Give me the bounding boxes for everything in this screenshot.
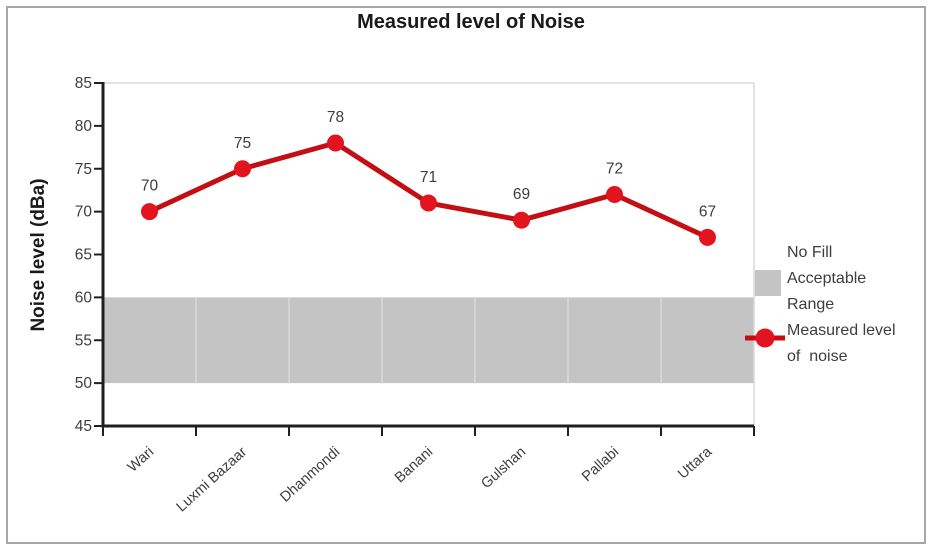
data-point-label: 78 <box>327 109 344 126</box>
data-point-label: 70 <box>141 178 159 195</box>
chart-title: Measured level of Noise <box>357 11 585 33</box>
x-category-label: Luxmi Bazaar <box>174 444 251 515</box>
data-point-label: 67 <box>699 203 716 220</box>
acceptable-range-band <box>103 297 754 384</box>
data-point-marker <box>513 211 530 229</box>
data-point-label: 69 <box>513 186 530 203</box>
data-point-label: 75 <box>234 135 251 152</box>
y-tick-label: 65 <box>75 247 92 264</box>
data-point-marker <box>234 160 251 178</box>
x-category-label: Gulshan <box>478 444 529 492</box>
legend-label-measured-noise: Measured level of noise <box>787 322 896 365</box>
data-point-marker <box>606 185 623 203</box>
y-tick-label: 85 <box>75 75 92 92</box>
data-point-marker <box>141 203 158 221</box>
data-point-label: 71 <box>420 169 437 186</box>
x-category-label: Dhanmondi <box>277 444 343 506</box>
y-tick-label: 60 <box>75 289 93 306</box>
y-tick-label: 55 <box>75 332 92 349</box>
y-tick-label: 75 <box>75 161 92 178</box>
x-category-label: Wari <box>125 444 157 475</box>
y-tick-label: 70 <box>75 204 93 221</box>
legend-label-acceptable-range: No Fill Acceptable Range <box>787 244 867 313</box>
data-point-marker <box>420 194 437 212</box>
y-tick-label: 45 <box>75 418 92 435</box>
y-tick-label: 80 <box>75 118 93 135</box>
data-point-marker <box>327 134 344 152</box>
measured-noise-line <box>147 140 710 240</box>
legend-acceptable-range-swatch-icon <box>755 270 781 296</box>
x-category-label: Banani <box>392 444 436 486</box>
x-category-label: Pallabi <box>579 444 622 485</box>
x-category-label: Uttara <box>675 443 716 482</box>
data-point-label: 72 <box>606 160 623 177</box>
data-point-marker <box>699 228 716 246</box>
legend-measured-noise-marker-icon <box>745 328 785 348</box>
y-tick-label: 50 <box>75 375 93 392</box>
legend-marker-dot <box>755 328 775 348</box>
